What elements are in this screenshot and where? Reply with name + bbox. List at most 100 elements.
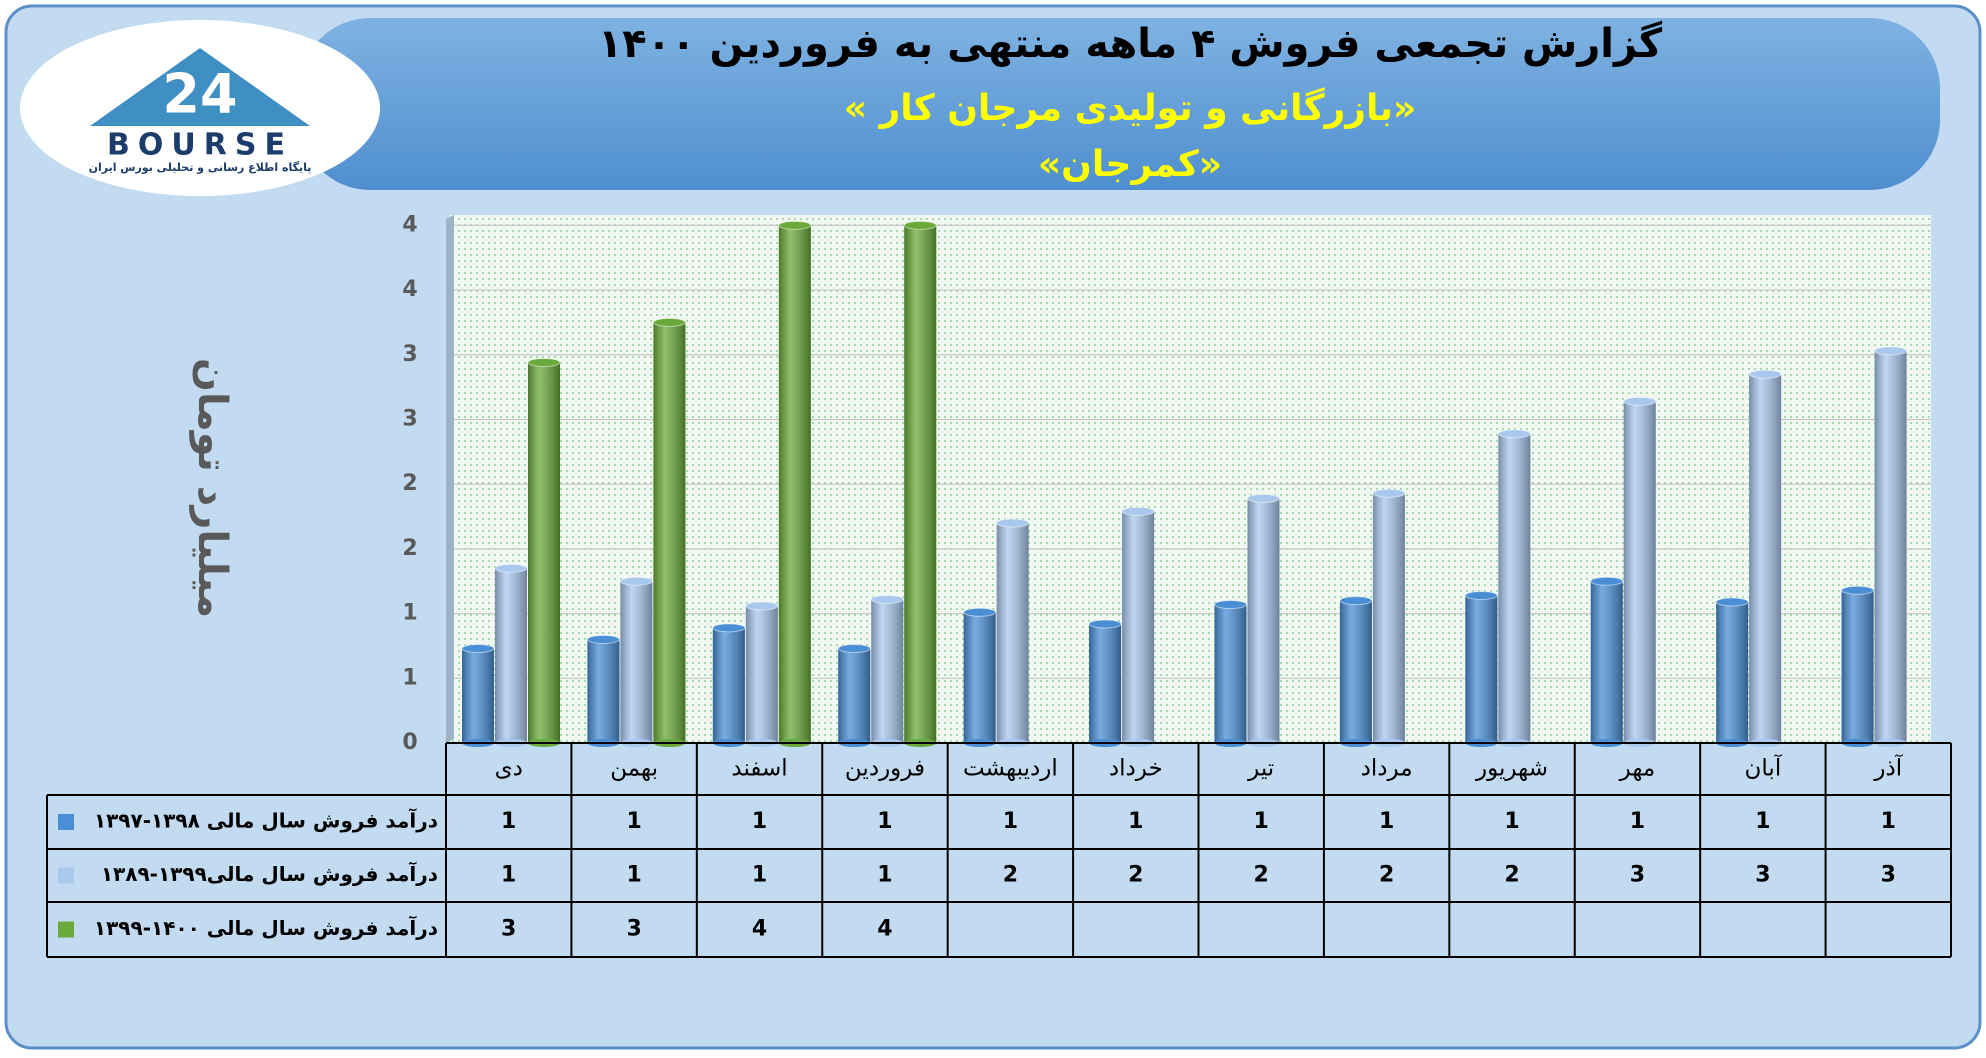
bar-shade	[653, 322, 686, 743]
x-tick-label: دی	[495, 756, 523, 782]
bar-shade	[587, 639, 620, 743]
data-label: 1	[1379, 809, 1394, 834]
x-tick-label: فروردین	[845, 756, 925, 782]
bar	[963, 607, 997, 747]
bar-cap	[745, 601, 779, 611]
bar-shade	[904, 225, 937, 744]
bar	[586, 634, 620, 747]
bar	[870, 594, 904, 747]
bar-cap	[586, 634, 620, 644]
bar-cap	[1590, 576, 1624, 586]
data-label: 4	[752, 917, 767, 942]
y-tick-label: 4	[402, 277, 417, 302]
data-label: 1	[1003, 809, 1018, 834]
data-label: 2	[1504, 863, 1519, 888]
bar-cap	[996, 518, 1030, 528]
data-label: 2	[1128, 863, 1143, 888]
data-label: 3	[501, 917, 516, 942]
x-tick-label: اسفند	[731, 756, 787, 782]
bar-cap	[1121, 506, 1155, 516]
data-label: 1	[626, 809, 641, 834]
x-tick-label: آذر	[1873, 754, 1903, 782]
bar	[494, 563, 528, 747]
plot-side-wall	[446, 215, 454, 743]
bar	[1339, 596, 1373, 747]
bar	[837, 644, 871, 747]
data-label: 1	[752, 809, 767, 834]
bar	[1623, 396, 1657, 747]
y-tick-label: 4	[402, 212, 417, 237]
bar-shade	[1749, 374, 1782, 743]
bar-cap	[1497, 429, 1531, 439]
bar-shade	[1623, 401, 1656, 743]
bar	[1874, 346, 1908, 747]
logo-tagline: پایگاه اطلاع رسانی و تحلیلی بورس ایران	[89, 161, 312, 174]
bar-cap	[1623, 396, 1657, 406]
bar	[712, 623, 746, 747]
bar-cap	[1088, 619, 1122, 629]
bar	[1121, 506, 1155, 747]
data-label: 3	[1755, 863, 1770, 888]
bar	[1715, 597, 1749, 747]
data-label: 1	[877, 863, 892, 888]
logo-number: 24	[162, 63, 237, 126]
plot-area	[450, 215, 1931, 743]
y-axis-label: میلیارد تومان	[189, 358, 235, 618]
bar-shade	[1465, 595, 1498, 743]
data-label: 2	[1003, 863, 1018, 888]
data-label: 1	[877, 809, 892, 834]
bar-shade	[1247, 498, 1280, 743]
bar	[1464, 590, 1498, 747]
bar-cap	[712, 623, 746, 633]
bar-cap	[527, 358, 561, 368]
bar-shade	[1841, 590, 1874, 743]
bar-cap	[778, 220, 812, 230]
data-label: 1	[1881, 809, 1896, 834]
bar-cap	[652, 317, 686, 327]
bar-shade	[620, 581, 653, 743]
legend-label: درآمد فروش سال مالی ۱۴۰۰-۱۳۹۹	[94, 915, 438, 940]
bar-shade	[1874, 350, 1907, 743]
y-tick-label: 3	[402, 342, 417, 367]
bar-cap	[461, 644, 495, 654]
data-label: 1	[752, 863, 767, 888]
x-tick-label: بهمن	[610, 756, 658, 782]
data-label: 1	[1254, 809, 1269, 834]
legend-swatch	[58, 921, 74, 938]
data-label: 3	[1881, 863, 1896, 888]
data-label: 1	[1504, 809, 1519, 834]
bar-shade	[1498, 433, 1531, 743]
x-tick-label: مرداد	[1361, 756, 1413, 782]
bar-shade	[778, 225, 811, 744]
bar-cap	[903, 220, 937, 230]
logo-name: BOURSE	[107, 128, 293, 163]
x-tick-label: مهر	[1619, 756, 1656, 782]
bar-cap	[1372, 488, 1406, 498]
y-tick-label: 1	[402, 665, 417, 690]
bar-cap	[837, 644, 871, 654]
y-tick-label: 2	[402, 536, 417, 561]
bar	[461, 644, 495, 747]
data-label: 1	[626, 863, 641, 888]
legend-label: درآمد فروش سال مالی۱۳۹۹-۱۳۸۹	[101, 861, 438, 886]
chart-subtitle: «کمرجان»	[1038, 144, 1222, 185]
x-tick-label: خرداد	[1109, 756, 1163, 782]
bar-cap	[1874, 346, 1908, 356]
bar	[745, 601, 779, 747]
legend-swatch	[58, 814, 74, 830]
chart-title: گزارش تجمعی فروش ۴ ماهه منتهی به فروردین…	[598, 20, 1663, 67]
bar-cap	[619, 576, 653, 586]
chart-subtitle: «بازرگانی و تولیدی مرجان کار »	[844, 87, 1417, 129]
data-label: 1	[1630, 809, 1645, 834]
y-tick-label: 2	[402, 471, 417, 496]
bar-shade	[462, 648, 494, 743]
bar-shade	[1122, 511, 1155, 743]
legend-swatch	[58, 867, 74, 884]
bar	[1590, 576, 1624, 747]
bar-cap	[1214, 600, 1247, 610]
title-banner	[300, 18, 1940, 190]
data-label: 2	[1379, 863, 1394, 888]
data-label: 4	[877, 917, 892, 942]
data-label: 1	[1755, 809, 1770, 834]
